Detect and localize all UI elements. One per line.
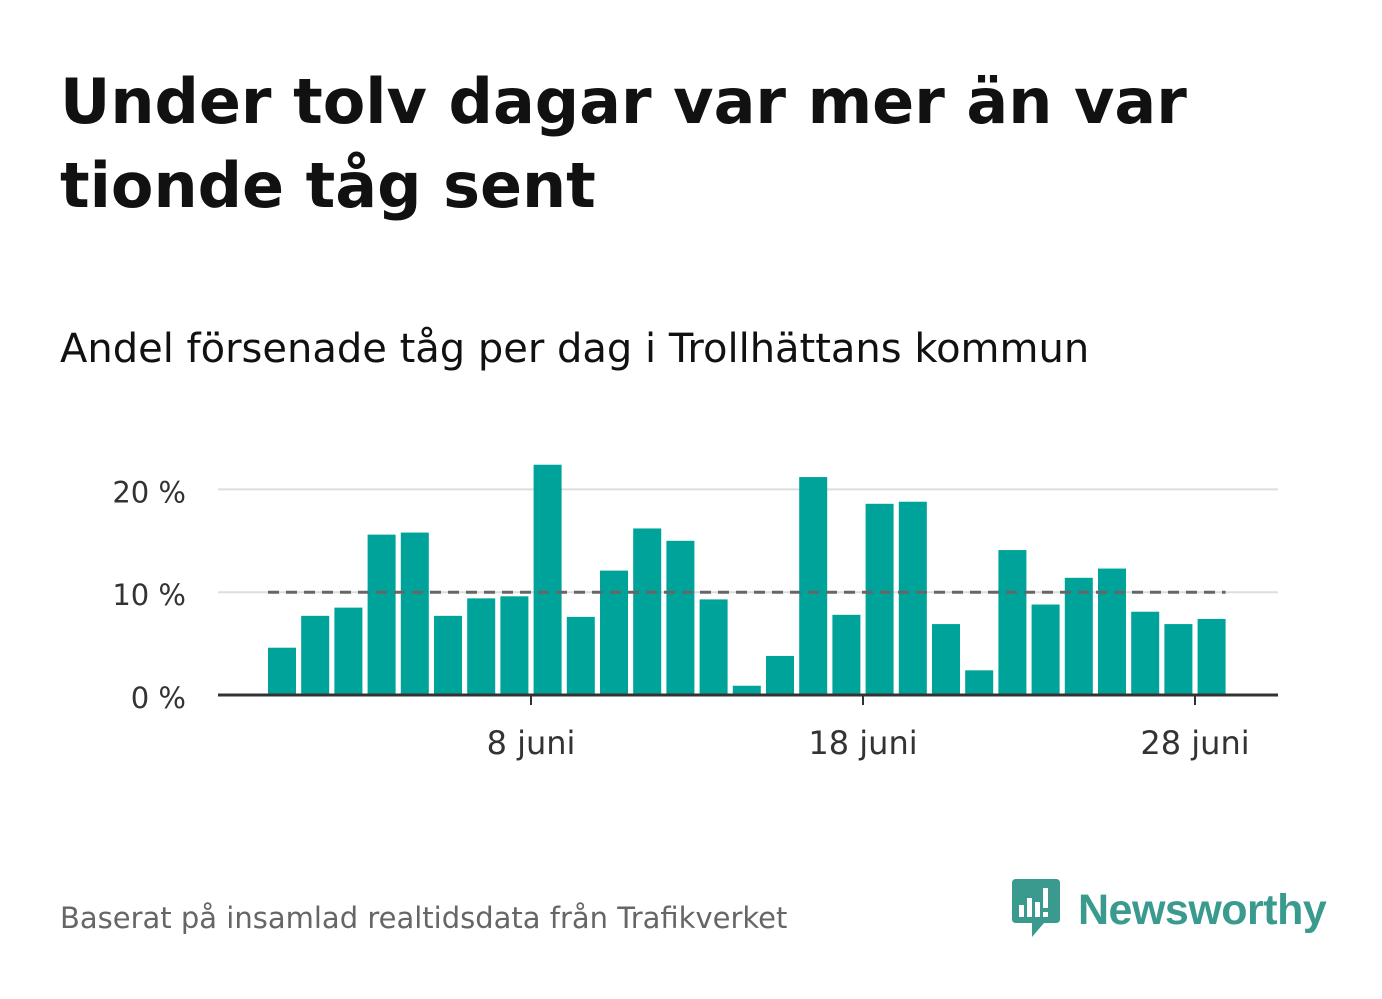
chart-subtitle: Andel försenade tåg per dag i Trollhätta… [60, 326, 1090, 372]
bar [367, 534, 396, 695]
bar [334, 607, 363, 695]
x-tick-label: 28 juni [1140, 724, 1249, 762]
bar [799, 477, 828, 695]
bar [1064, 577, 1093, 695]
y-tick-label: 10 % [112, 578, 186, 612]
bar [600, 570, 628, 695]
bar [766, 655, 794, 695]
bar [865, 503, 894, 695]
bar [400, 532, 429, 695]
bar [1031, 604, 1060, 695]
bar [268, 647, 296, 695]
bar-chart-speech-bubble-icon [1012, 879, 1060, 937]
bar [500, 596, 529, 695]
bar [566, 616, 595, 695]
bar [633, 528, 662, 695]
y-tick-label: 0 % [131, 681, 186, 715]
bar [699, 599, 728, 695]
bar [434, 615, 462, 695]
bar [533, 464, 562, 695]
x-tick-label: 18 juni [808, 724, 917, 762]
bar [301, 615, 330, 695]
y-tick-label: 20 % [112, 475, 186, 509]
bar [1197, 618, 1226, 695]
source-note: Baserat på insamlad realtidsdata från Tr… [60, 901, 788, 935]
bar [932, 624, 960, 695]
bar [898, 501, 927, 695]
newsworthy-logo: Newsworthy [1010, 878, 1327, 942]
bar [998, 550, 1027, 695]
bar [666, 540, 695, 695]
x-tick-label: 8 juni [487, 724, 576, 762]
bar [832, 614, 861, 695]
bar [965, 670, 994, 695]
bar-chart: 0 % 10 % 20 % 8 juni 18 juni 28 juni [112, 464, 1278, 762]
bar [732, 685, 761, 695]
bar [1164, 624, 1193, 695]
brand-name: Newsworthy [1078, 885, 1327, 934]
bar [1098, 568, 1126, 695]
chart-title: Under tolv dagar var mer än var tionde t… [60, 65, 1187, 222]
bar [467, 598, 496, 695]
bar [1131, 611, 1160, 695]
